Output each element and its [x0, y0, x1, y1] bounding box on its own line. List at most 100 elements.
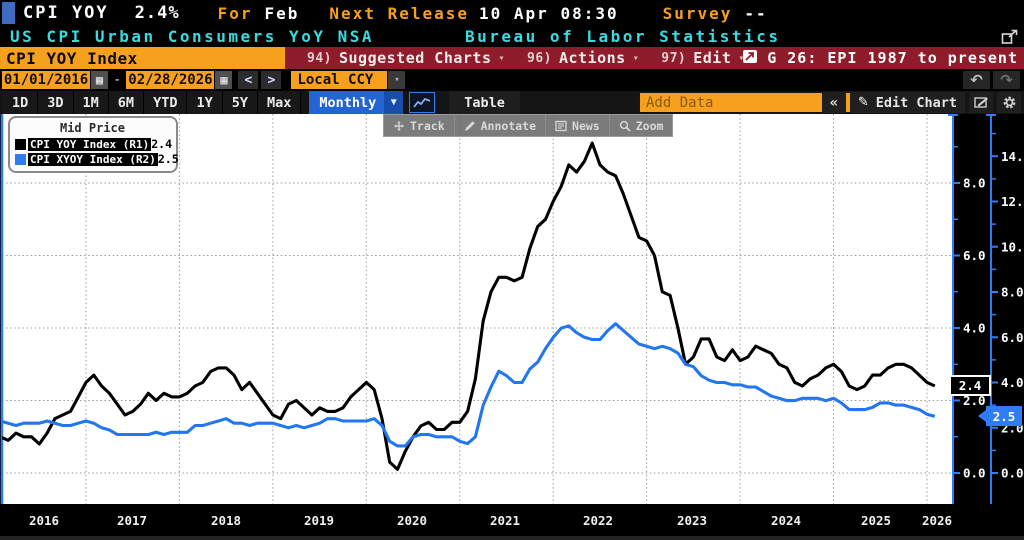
- line-chart-type-button[interactable]: [409, 92, 436, 113]
- chevron-down-icon: ▼: [384, 91, 404, 114]
- period-button-ytd[interactable]: YTD: [144, 91, 188, 114]
- menu-edit[interactable]: 97) Edit ▾: [661, 49, 745, 67]
- chevron-down-icon[interactable]: ▾: [388, 71, 406, 89]
- x-axis-year-labels: 2016 2017 2018 2019 2020 2021 2022 2023 2024 2025…: [29, 513, 952, 528]
- svg-text:8.0: 8.0: [963, 176, 986, 191]
- next-release-label: Next Release: [329, 3, 470, 23]
- track-crosshair-icon: [394, 120, 404, 131]
- svg-text:2018: 2018: [211, 513, 241, 528]
- svg-text:2020: 2020: [397, 513, 427, 528]
- series-color-swatch: [15, 138, 26, 150]
- currency-select[interactable]: Local CCY: [291, 71, 388, 89]
- zoom-button[interactable]: Zoom: [610, 115, 673, 136]
- chart-annotation-settings-button[interactable]: [969, 92, 993, 113]
- edit-chart-button[interactable]: ✎ Edit Chart: [849, 92, 965, 113]
- collapse-panel-button[interactable]: «: [821, 92, 846, 113]
- vertical-gridlines: [85, 114, 928, 504]
- svg-text:2025: 2025: [861, 513, 891, 528]
- security-description-bar: US CPI Urban Consumers YoY NSA Bureau of…: [0, 26, 1024, 47]
- legend-title: Mid Price: [59, 121, 126, 135]
- plot-area: [2, 114, 953, 504]
- period-button-5y[interactable]: 5Y: [222, 91, 258, 114]
- title-bar: CPI YOY 2.4% For Feb Next Release 10 Apr…: [0, 0, 1024, 26]
- r2-last-value-badge: 2.5: [978, 406, 1022, 426]
- svg-text:0.0: 0.0: [963, 466, 986, 481]
- legend-row-cpi-yoy[interactable]: CPI YOY Index (R1) 2.4: [15, 137, 172, 151]
- for-label: For: [217, 3, 253, 23]
- undo-button[interactable]: ↶: [963, 71, 990, 89]
- svg-text:2019: 2019: [304, 513, 334, 528]
- calendar-icon[interactable]: ▦: [91, 71, 108, 89]
- magnifier-icon: [619, 120, 631, 132]
- period-button-3d[interactable]: 3D: [38, 91, 74, 114]
- series-last-value: 2.5: [157, 152, 179, 166]
- date-range-bar: 01/01/2016 ▦ - 02/28/2026 ▦ < > Local CC…: [0, 69, 1024, 91]
- svg-text:6.0: 6.0: [1001, 330, 1024, 345]
- next-period-button[interactable]: >: [261, 71, 282, 89]
- svg-text:2026: 2026: [922, 513, 952, 528]
- svg-text:8.0: 8.0: [1001, 285, 1024, 300]
- chart-edit-icon: [973, 97, 988, 108]
- frequency-select[interactable]: Monthly ▼: [309, 91, 404, 114]
- menu-suggested-charts[interactable]: 94) Suggested Charts ▾: [307, 49, 506, 67]
- security-input[interactable]: CPI YOY Index: [0, 47, 285, 69]
- period-button-1y[interactable]: 1Y: [187, 91, 223, 114]
- series-last-value: 2.4: [151, 137, 172, 151]
- popout-icon[interactable]: [999, 28, 1021, 46]
- redo-button[interactable]: ↷: [993, 71, 1020, 89]
- chart-region: 0.02.04.06.08.00.02.04.06.08.010.012.014…: [0, 114, 1024, 540]
- chart-tools-overlay: Track Annotate News Zoom: [383, 114, 674, 137]
- add-data-input[interactable]: [640, 93, 868, 112]
- price-chart[interactable]: 0.02.04.06.08.00.02.04.06.08.010.012.014…: [0, 114, 1024, 540]
- gear-icon: [1003, 96, 1015, 109]
- period-button-max[interactable]: Max: [257, 91, 302, 114]
- ticker-value: 2.4%: [134, 3, 180, 23]
- svg-text:10.0: 10.0: [1001, 239, 1024, 254]
- news-button[interactable]: News: [546, 115, 610, 136]
- pencil-icon: ✎: [857, 95, 869, 110]
- command-ribbon: CPI YOY Index 94) Suggested Charts ▾ 96)…: [0, 47, 1024, 69]
- survey-label: Survey: [662, 3, 733, 23]
- data-source: Bureau of Labor Statistics: [465, 27, 781, 46]
- svg-text:2016: 2016: [29, 513, 59, 528]
- calendar-icon[interactable]: ▦: [215, 71, 233, 89]
- window-handle-icon: [2, 2, 15, 24]
- chevron-down-icon: ▾: [738, 52, 745, 64]
- period-button-1m[interactable]: 1M: [73, 91, 109, 114]
- export-chart-icon[interactable]: [742, 49, 758, 68]
- survey-value: --: [744, 3, 768, 23]
- svg-text:2024: 2024: [771, 513, 801, 528]
- right-axes: 0.02.04.06.08.00.02.04.06.08.010.012.014…: [948, 114, 1024, 504]
- series-name: CPI YOY Index (R1): [28, 137, 152, 151]
- legend-row-cpi-xyoy[interactable]: CPI XYOY Index (R2) 2.5: [15, 152, 179, 166]
- chart-toolbar: 1D 3D 1M 6M YTD 1Y 5Y Max Monthly ▼ Tabl…: [0, 91, 1024, 114]
- annotate-button[interactable]: Annotate: [455, 115, 547, 136]
- date-separator: -: [113, 72, 122, 88]
- prev-period-button[interactable]: <: [238, 71, 259, 89]
- svg-text:4.0: 4.0: [963, 321, 986, 336]
- chevron-down-icon: ▾: [498, 52, 506, 64]
- security-description: US CPI Urban Consumers YoY NSA: [10, 27, 374, 46]
- table-view-button[interactable]: Table: [449, 91, 520, 114]
- annotate-pencil-icon: [464, 120, 475, 131]
- period-button-6m[interactable]: 6M: [108, 91, 145, 114]
- menu-actions[interactable]: 96) Actions ▾: [527, 49, 640, 67]
- series-line-0: [2, 141, 936, 471]
- svg-text:4.0: 4.0: [1001, 375, 1024, 390]
- svg-text:6.0: 6.0: [963, 248, 986, 263]
- chart-settings-button[interactable]: [997, 92, 1021, 113]
- chart-title: G 26: EPI 1987 to present: [767, 49, 1018, 67]
- chart-legend: Mid Price CPI YOY Index (R1) 2.4 CPI XYO…: [8, 116, 179, 173]
- line-chart-icon: [413, 97, 431, 108]
- series-name: CPI XYOY Index (R2): [28, 152, 158, 166]
- svg-text:12.0: 12.0: [1001, 194, 1024, 209]
- start-date-input[interactable]: 01/01/2016: [2, 71, 90, 89]
- period-button-1d[interactable]: 1D: [3, 91, 39, 114]
- end-date-input[interactable]: 02/28/2026: [126, 71, 215, 89]
- series-line-1: [2, 322, 936, 448]
- svg-text:2.0: 2.0: [963, 393, 986, 408]
- track-button[interactable]: Track: [384, 115, 455, 136]
- news-icon: [555, 120, 567, 131]
- for-value: Feb: [264, 3, 300, 23]
